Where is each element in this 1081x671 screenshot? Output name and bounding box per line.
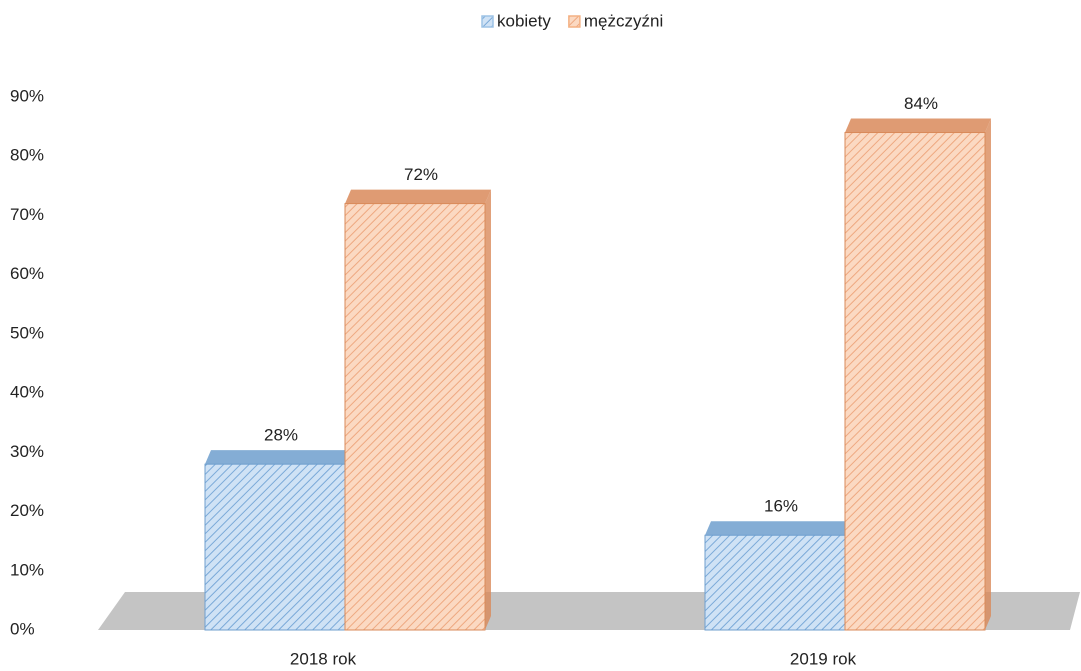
y-tick-label: 40% (10, 383, 44, 402)
legend-swatch (568, 15, 581, 28)
data-label: 16% (764, 497, 798, 516)
y-tick-label: 10% (10, 560, 44, 579)
y-tick-label: 60% (10, 264, 44, 283)
y-tick-label: 20% (10, 501, 44, 520)
data-label: 84% (904, 94, 938, 113)
y-tick-label: 50% (10, 323, 44, 342)
y-tick-label: 30% (10, 442, 44, 461)
bar (844, 132, 986, 631)
y-tick-label: 0% (10, 619, 35, 638)
x-tick-label: 2019 rok (790, 649, 857, 668)
x-tick-label: 2018 rok (290, 649, 357, 668)
legend-swatch (481, 15, 494, 28)
bar (344, 203, 486, 631)
bar-side (485, 189, 491, 630)
legend-label: mężczyźni (584, 11, 663, 30)
bar-top (845, 118, 991, 133)
legend-label: kobiety (497, 11, 551, 30)
bar-top (705, 521, 851, 536)
y-tick-label: 90% (10, 86, 44, 105)
bar-side (985, 118, 991, 631)
bar (704, 534, 846, 631)
y-tick-label: 80% (10, 146, 44, 165)
y-tick-label: 70% (10, 205, 44, 224)
data-label: 28% (264, 426, 298, 445)
bar-top (205, 450, 351, 465)
bar-top (345, 189, 491, 204)
bar (204, 463, 346, 631)
data-label: 72% (404, 165, 438, 184)
